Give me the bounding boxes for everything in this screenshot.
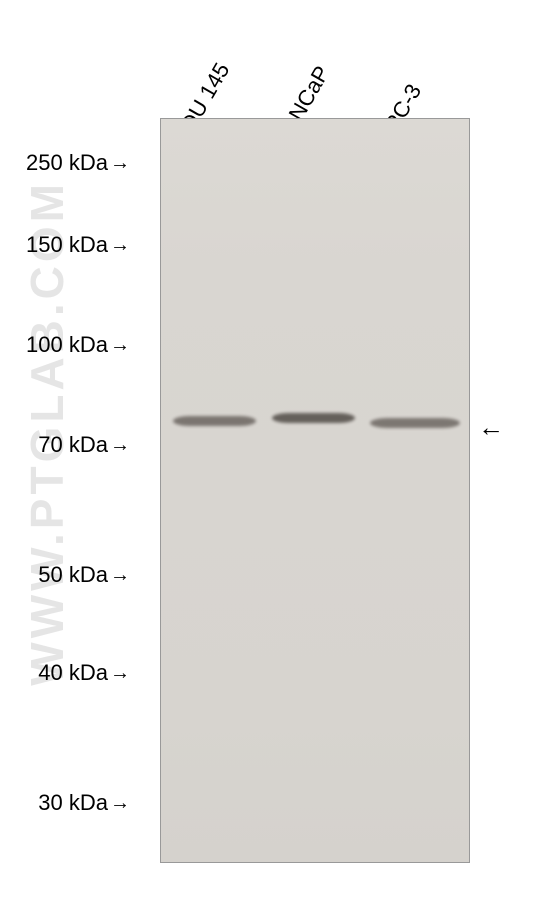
arrow-right-icon: → (110, 334, 130, 357)
figure-container: WWW.PTGLAB.COM DU 145 LNCaP PC-3 250 kDa… (0, 0, 550, 903)
mw-label: 50 kDa → (0, 562, 130, 588)
mw-text: 40 kDa (38, 660, 108, 686)
arrow-right-icon: → (110, 662, 130, 685)
mw-label: 70 kDa → (0, 432, 130, 458)
mw-text: 50 kDa (38, 562, 108, 588)
mw-text: 100 kDa (26, 332, 108, 358)
band-du145 (173, 416, 256, 426)
arrow-right-icon: → (110, 792, 130, 815)
arrow-right-icon: → (110, 564, 130, 587)
mw-label: 40 kDa → (0, 660, 130, 686)
mw-label: 250 kDa → (0, 150, 130, 176)
arrow-right-icon: → (110, 152, 130, 175)
arrow-right-icon: → (110, 434, 130, 457)
band-pc3 (370, 418, 459, 428)
mw-label: 30 kDa → (0, 790, 130, 816)
blot-membrane (160, 118, 470, 863)
mw-text: 150 kDa (26, 232, 108, 258)
target-band-arrow-icon: ← (478, 412, 504, 443)
mw-labels-group: 250 kDa → 150 kDa → 100 kDa → 70 kDa → 5… (0, 0, 160, 903)
band-lncap (272, 413, 355, 423)
mw-text: 250 kDa (26, 150, 108, 176)
mw-label: 150 kDa → (0, 232, 130, 258)
blot-background (161, 119, 469, 862)
mw-text: 70 kDa (38, 432, 108, 458)
arrow-right-icon: → (110, 234, 130, 257)
mw-label: 100 kDa → (0, 332, 130, 358)
mw-text: 30 kDa (38, 790, 108, 816)
